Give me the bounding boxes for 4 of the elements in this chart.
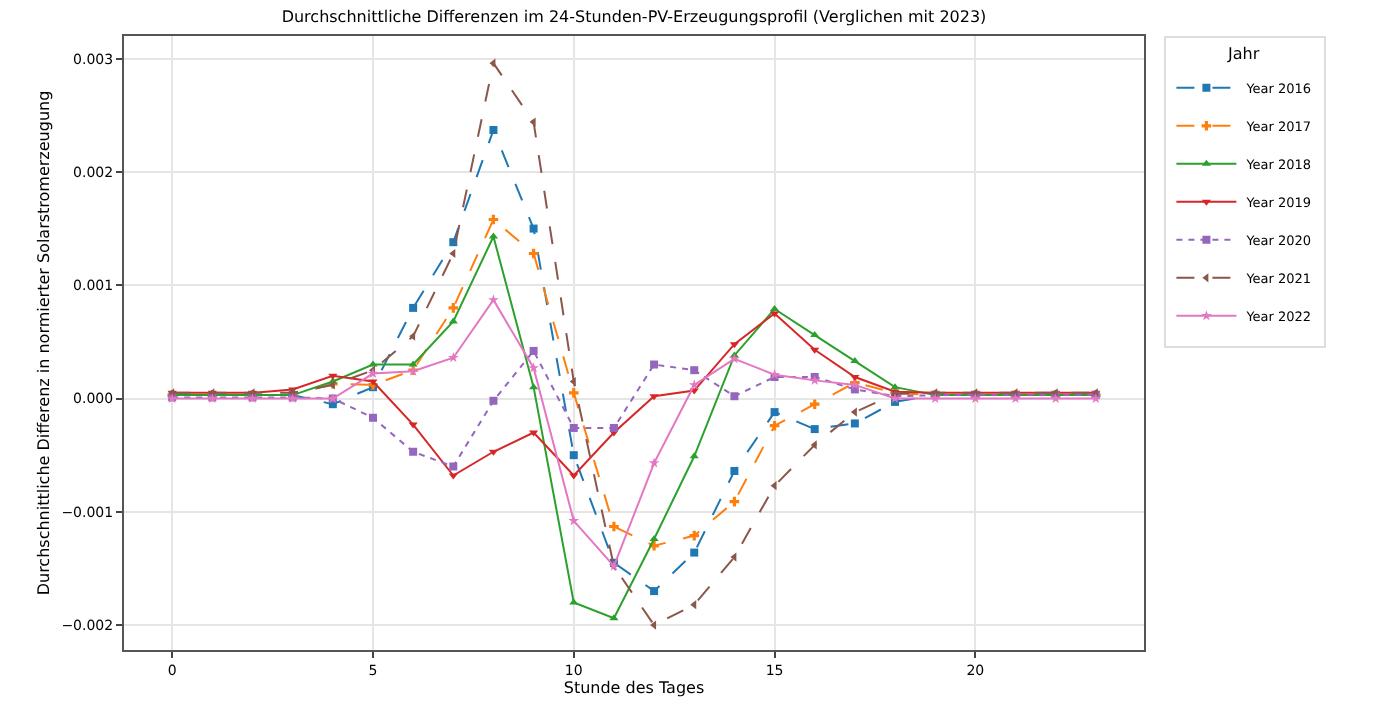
- legend-title: Jahr: [1226, 44, 1261, 63]
- chart-title: Durchschnittliche Differenzen im 24-Stunden-PV-Erzeugungsprofil (Verglichen mit 2023): [281, 7, 987, 26]
- y-axis-title: Durchschnittliche Differenz in normierter Solarstromerzeugung: [34, 90, 53, 596]
- x-axis-title: Stunde des Tages: [563, 679, 705, 697]
